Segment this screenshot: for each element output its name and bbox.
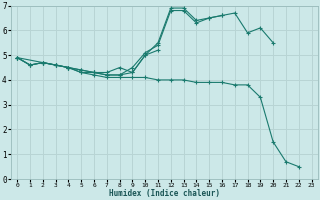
X-axis label: Humidex (Indice chaleur): Humidex (Indice chaleur) <box>109 189 220 198</box>
